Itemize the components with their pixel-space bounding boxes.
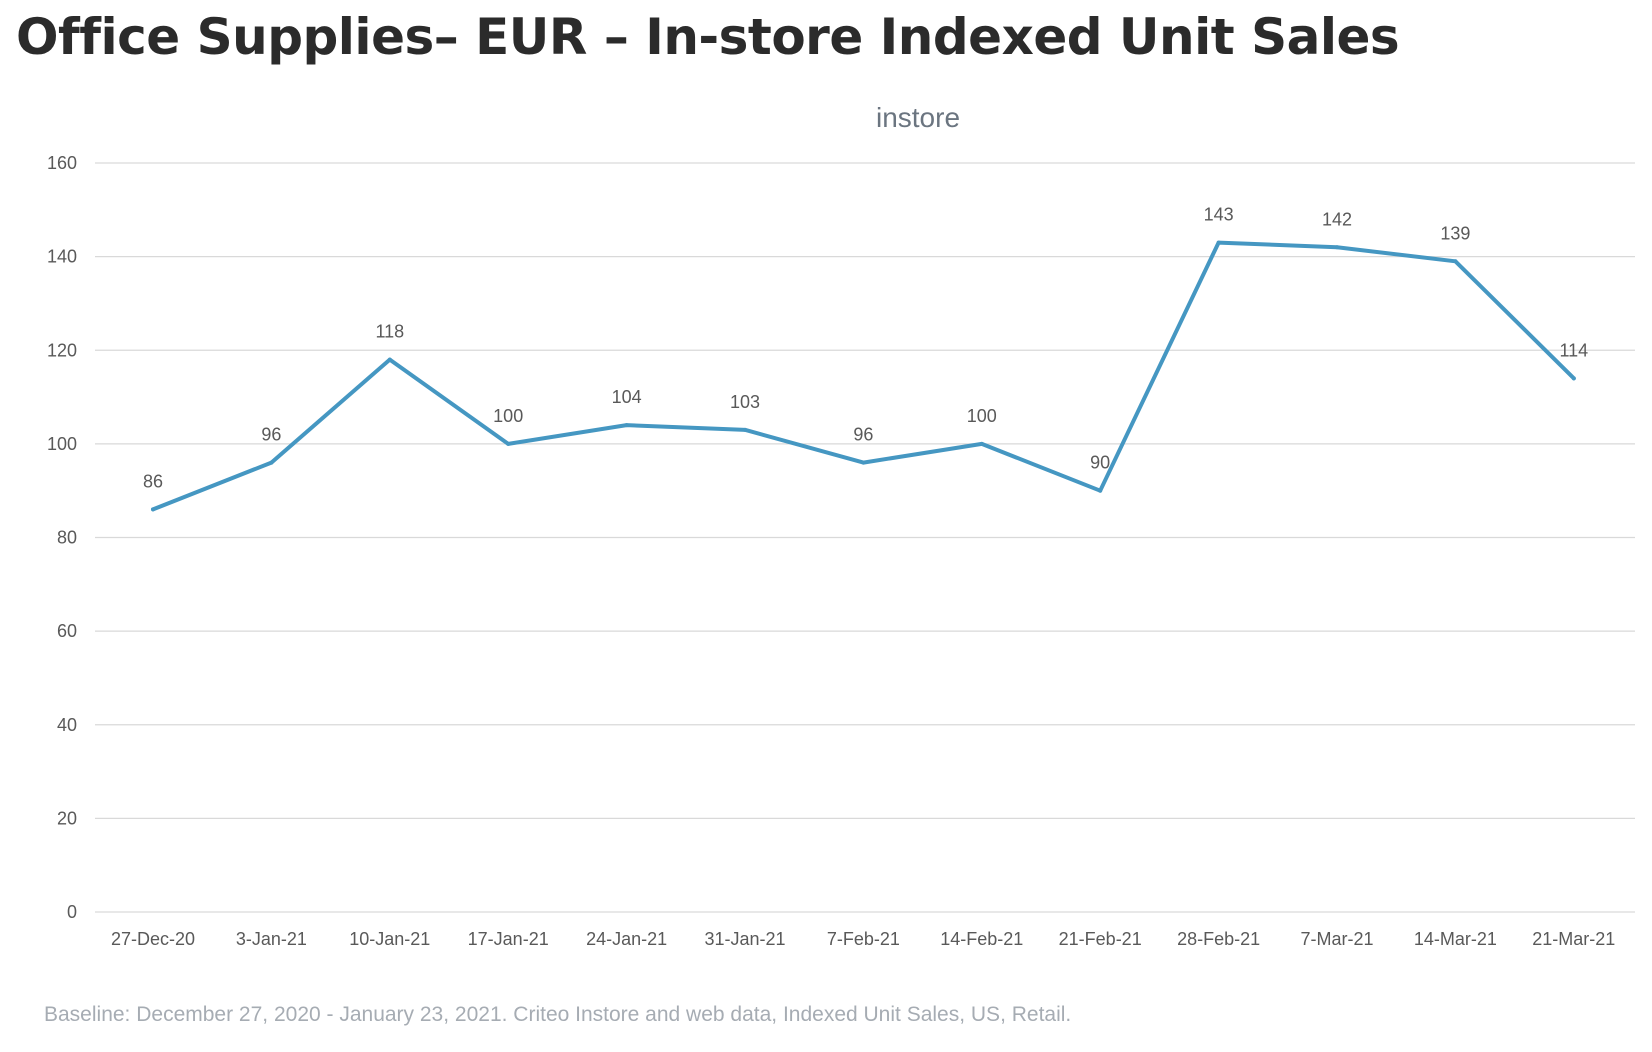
data-point (624, 423, 629, 428)
series-line (151, 240, 1576, 512)
data-label: 103 (730, 392, 760, 412)
x-tick-label: 14-Feb-21 (940, 929, 1023, 949)
data-point (1098, 488, 1103, 493)
data-label: 139 (1440, 223, 1470, 243)
footnote: Baseline: December 27, 2020 - January 23… (44, 1003, 1072, 1026)
y-tick-label: 60 (57, 621, 77, 641)
x-tick-label: 17-Jan-21 (468, 929, 549, 949)
y-tick-label: 20 (57, 808, 77, 828)
x-tick-label: 7-Mar-21 (1300, 929, 1373, 949)
x-axis-tick-labels: 27-Dec-20 3-Jan-21 10-Jan-21 17-Jan-21 24-Ja… (111, 929, 1615, 949)
x-tick-label: 21-Mar-21 (1532, 929, 1615, 949)
y-tick-label: 160 (47, 153, 77, 173)
data-point (979, 441, 984, 446)
data-label: 114 (1559, 340, 1588, 360)
y-tick-label: 100 (47, 434, 77, 454)
data-point (151, 507, 155, 512)
x-tick-label: 14-Mar-21 (1414, 929, 1497, 949)
y-tick-label: 0 (67, 902, 77, 922)
data-label: 100 (967, 406, 997, 426)
data-point (1453, 259, 1458, 264)
data-point (1571, 376, 1576, 381)
chart-area: instore 0 20 40 60 80 100 120 140 160 27-Dec-20 3… (0, 90, 1652, 980)
chart-title: instore (876, 102, 960, 133)
x-tick-label: 21-Feb-21 (1059, 929, 1142, 949)
page-title: Office Supplies– EUR – In-store Indexed … (16, 8, 1400, 66)
y-tick-label: 80 (57, 528, 77, 548)
y-tick-label: 120 (47, 340, 77, 360)
gridlines (95, 162, 1635, 913)
data-point (269, 460, 274, 465)
series-instore (151, 240, 1576, 512)
data-label: 118 (375, 322, 404, 342)
x-tick-label: 28-Feb-21 (1177, 929, 1260, 949)
data-point (1216, 240, 1221, 245)
y-axis-tick-labels: 0 20 40 60 80 100 120 140 160 (47, 153, 77, 922)
x-tick-label: 3-Jan-21 (236, 929, 307, 949)
x-tick-label: 27-Dec-20 (111, 929, 195, 949)
data-point (387, 357, 392, 362)
data-labels: 86 96 118 100 104 103 96 100 90 143 142 139 114 (143, 205, 1588, 492)
line-chart: instore 0 20 40 60 80 100 120 140 160 27-Dec-20 3… (47, 102, 1635, 949)
data-point (506, 441, 511, 446)
data-label: 96 (853, 425, 873, 445)
data-point (861, 460, 866, 465)
data-label: 100 (493, 406, 523, 426)
x-tick-label: 31-Jan-21 (704, 929, 785, 949)
y-tick-label: 140 (47, 247, 77, 267)
data-point (1335, 245, 1339, 250)
y-tick-label: 40 (57, 715, 77, 735)
x-tick-label: 24-Jan-21 (586, 929, 667, 949)
data-label: 142 (1322, 209, 1352, 229)
data-label: 104 (612, 387, 642, 407)
data-point (743, 427, 747, 432)
x-tick-label: 10-Jan-21 (349, 929, 430, 949)
data-label: 96 (261, 425, 281, 445)
data-label: 143 (1204, 205, 1234, 225)
data-label: 86 (143, 471, 163, 491)
x-tick-label: 7-Feb-21 (827, 929, 900, 949)
data-label: 90 (1090, 453, 1110, 473)
